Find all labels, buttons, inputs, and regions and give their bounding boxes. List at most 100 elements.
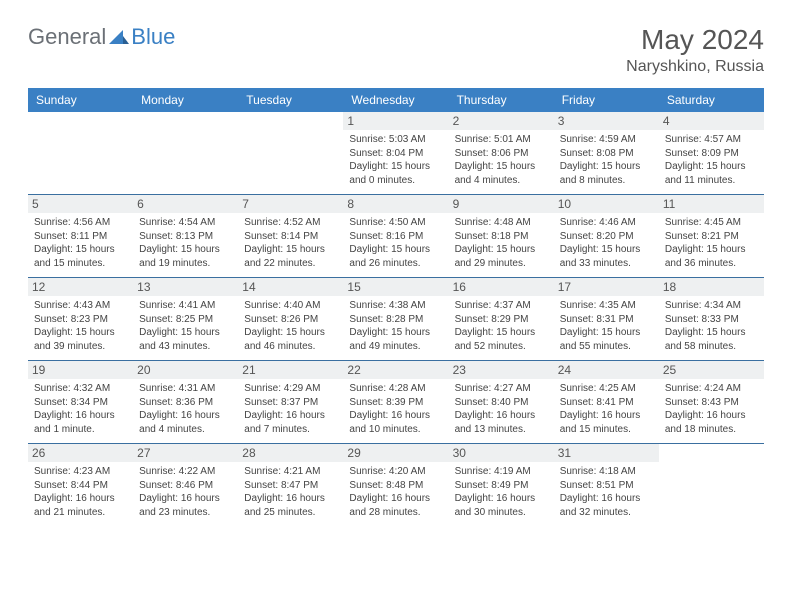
day-number: 16 xyxy=(449,278,554,296)
day-details: Sunrise: 4:57 AMSunset: 8:09 PMDaylight:… xyxy=(665,133,758,187)
day-cell: 5 Sunrise: 4:56 AMSunset: 8:11 PMDaylight… xyxy=(28,195,133,277)
week-row: 19Sunrise: 4:32 AMSunset: 8:34 PMDayligh… xyxy=(28,360,764,443)
day-details: Sunrise: 4:34 AMSunset: 8:33 PMDaylight:… xyxy=(665,299,758,353)
day-cell: 22Sunrise: 4:28 AMSunset: 8:39 PMDayligh… xyxy=(343,361,448,443)
weekday-col: Monday xyxy=(133,88,238,112)
week-row: 26Sunrise: 4:23 AMSunset: 8:44 PMDayligh… xyxy=(28,443,764,526)
day-number: 11 xyxy=(659,195,764,213)
day-details: Sunrise: 5:01 AMSunset: 8:06 PMDaylight:… xyxy=(455,133,548,187)
triangle-icon xyxy=(109,24,129,50)
day-cell xyxy=(659,444,764,526)
week-row: 12 Sunrise: 4:43 AMSunset: 8:23 PMDayligh… xyxy=(28,277,764,360)
title-block: May 2024 Naryshkino, Russia xyxy=(626,24,764,76)
calendar: Sunday Monday Tuesday Wednesday Thursday… xyxy=(28,88,764,526)
day-cell: 19Sunrise: 4:32 AMSunset: 8:34 PMDayligh… xyxy=(28,361,133,443)
day-cell: 29 Sunrise: 4:20 AMSunset: 8:48 PMDayligh… xyxy=(343,444,448,526)
day-details: Sunrise: 4:29 AMSunset: 8:37 PMDaylight:… xyxy=(244,382,337,436)
day-number: 23 xyxy=(449,361,554,379)
day-cell: 18 Sunrise: 4:34 AMSunset: 8:33 PMDayligh… xyxy=(659,278,764,360)
day-cell xyxy=(238,112,343,194)
day-details: Sunrise: 4:22 AMSunset: 8:46 PMDaylight:… xyxy=(139,465,232,519)
weekday-col: Friday xyxy=(554,88,659,112)
day-number: 1 xyxy=(343,112,448,130)
weekday-col: Thursday xyxy=(449,88,554,112)
day-number: 27 xyxy=(133,444,238,462)
day-number: 4 xyxy=(659,112,764,130)
day-details: Sunrise: 4:41 AMSunset: 8:25 PMDaylight:… xyxy=(139,299,232,353)
day-number: 5 xyxy=(28,195,133,213)
day-details: Sunrise: 4:59 AMSunset: 8:08 PMDaylight:… xyxy=(560,133,653,187)
weeks-grid: 1 Sunrise: 5:03 AMSunset: 8:04 PMDaylight… xyxy=(28,112,764,526)
day-details: Sunrise: 4:50 AMSunset: 8:16 PMDaylight:… xyxy=(349,216,442,270)
logo: General Blue xyxy=(28,24,175,50)
day-number: 19 xyxy=(28,361,133,379)
day-cell: 7 Sunrise: 4:52 AMSunset: 8:14 PMDaylight… xyxy=(238,195,343,277)
day-number: 26 xyxy=(28,444,133,462)
day-details: Sunrise: 4:18 AMSunset: 8:51 PMDaylight:… xyxy=(560,465,653,519)
day-details: Sunrise: 4:40 AMSunset: 8:26 PMDaylight:… xyxy=(244,299,337,353)
day-cell: 26Sunrise: 4:23 AMSunset: 8:44 PMDayligh… xyxy=(28,444,133,526)
day-number: 6 xyxy=(133,195,238,213)
weekday-col: Wednesday xyxy=(343,88,448,112)
day-number: 3 xyxy=(554,112,659,130)
day-cell: 20 Sunrise: 4:31 AMSunset: 8:36 PMDayligh… xyxy=(133,361,238,443)
day-cell: 27 Sunrise: 4:22 AMSunset: 8:46 PMDayligh… xyxy=(133,444,238,526)
day-details: Sunrise: 4:43 AMSunset: 8:23 PMDaylight:… xyxy=(34,299,127,353)
day-number: 12 xyxy=(28,278,133,296)
day-details: Sunrise: 4:52 AMSunset: 8:14 PMDaylight:… xyxy=(244,216,337,270)
day-details: Sunrise: 4:20 AMSunset: 8:48 PMDaylight:… xyxy=(349,465,442,519)
day-cell: 14 Sunrise: 4:40 AMSunset: 8:26 PMDayligh… xyxy=(238,278,343,360)
day-cell: 1 Sunrise: 5:03 AMSunset: 8:04 PMDaylight… xyxy=(343,112,448,194)
day-number: 29 xyxy=(343,444,448,462)
logo-text-1: General xyxy=(28,24,106,50)
day-cell: 21Sunrise: 4:29 AMSunset: 8:37 PMDayligh… xyxy=(238,361,343,443)
day-details: Sunrise: 4:46 AMSunset: 8:20 PMDaylight:… xyxy=(560,216,653,270)
day-details: Sunrise: 4:56 AMSunset: 8:11 PMDaylight:… xyxy=(34,216,127,270)
day-cell: 4 Sunrise: 4:57 AMSunset: 8:09 PMDaylight… xyxy=(659,112,764,194)
weekday-header: Sunday Monday Tuesday Wednesday Thursday… xyxy=(28,88,764,112)
day-cell: 16 Sunrise: 4:37 AMSunset: 8:29 PMDayligh… xyxy=(449,278,554,360)
day-cell: 11 Sunrise: 4:45 AMSunset: 8:21 PMDayligh… xyxy=(659,195,764,277)
day-details: Sunrise: 4:31 AMSunset: 8:36 PMDaylight:… xyxy=(139,382,232,436)
day-details: Sunrise: 4:54 AMSunset: 8:13 PMDaylight:… xyxy=(139,216,232,270)
day-number: 15 xyxy=(343,278,448,296)
day-cell: 23 Sunrise: 4:27 AMSunset: 8:40 PMDayligh… xyxy=(449,361,554,443)
page-title: May 2024 xyxy=(626,24,764,56)
day-cell: 15 Sunrise: 4:38 AMSunset: 8:28 PMDayligh… xyxy=(343,278,448,360)
day-details: Sunrise: 4:25 AMSunset: 8:41 PMDaylight:… xyxy=(560,382,653,436)
day-number: 20 xyxy=(133,361,238,379)
day-cell: 6 Sunrise: 4:54 AMSunset: 8:13 PMDaylight… xyxy=(133,195,238,277)
day-number: 10 xyxy=(554,195,659,213)
day-cell xyxy=(133,112,238,194)
day-details: Sunrise: 4:19 AMSunset: 8:49 PMDaylight:… xyxy=(455,465,548,519)
day-number: 30 xyxy=(449,444,554,462)
weekday-col: Saturday xyxy=(659,88,764,112)
day-number: 2 xyxy=(449,112,554,130)
day-number: 14 xyxy=(238,278,343,296)
weekday-col: Tuesday xyxy=(238,88,343,112)
day-details: Sunrise: 4:37 AMSunset: 8:29 PMDaylight:… xyxy=(455,299,548,353)
day-number: 24 xyxy=(554,361,659,379)
day-details: Sunrise: 4:45 AMSunset: 8:21 PMDaylight:… xyxy=(665,216,758,270)
day-number: 18 xyxy=(659,278,764,296)
logo-text-2: Blue xyxy=(131,24,175,50)
day-number: 9 xyxy=(449,195,554,213)
day-number: 17 xyxy=(554,278,659,296)
day-cell: 8 Sunrise: 4:50 AMSunset: 8:16 PMDaylight… xyxy=(343,195,448,277)
day-cell: 17 Sunrise: 4:35 AMSunset: 8:31 PMDayligh… xyxy=(554,278,659,360)
day-number: 7 xyxy=(238,195,343,213)
day-details: Sunrise: 4:21 AMSunset: 8:47 PMDaylight:… xyxy=(244,465,337,519)
week-row: 1 Sunrise: 5:03 AMSunset: 8:04 PMDaylight… xyxy=(28,112,764,194)
day-number: 8 xyxy=(343,195,448,213)
day-cell: 2 Sunrise: 5:01 AMSunset: 8:06 PMDaylight… xyxy=(449,112,554,194)
day-details: Sunrise: 4:38 AMSunset: 8:28 PMDaylight:… xyxy=(349,299,442,353)
day-details: Sunrise: 4:35 AMSunset: 8:31 PMDaylight:… xyxy=(560,299,653,353)
day-details: Sunrise: 4:27 AMSunset: 8:40 PMDaylight:… xyxy=(455,382,548,436)
day-cell: 31Sunrise: 4:18 AMSunset: 8:51 PMDayligh… xyxy=(554,444,659,526)
header: General Blue May 2024 Naryshkino, Russia xyxy=(28,24,764,76)
day-details: Sunrise: 5:03 AMSunset: 8:04 PMDaylight:… xyxy=(349,133,442,187)
day-cell xyxy=(28,112,133,194)
day-number: 22 xyxy=(343,361,448,379)
day-cell: 9 Sunrise: 4:48 AMSunset: 8:18 PMDaylight… xyxy=(449,195,554,277)
day-details: Sunrise: 4:48 AMSunset: 8:18 PMDaylight:… xyxy=(455,216,548,270)
